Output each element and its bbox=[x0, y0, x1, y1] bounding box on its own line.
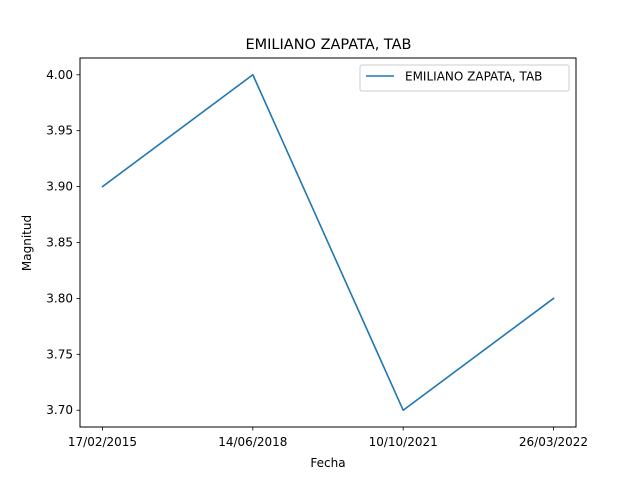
y-tick-label: 3.70 bbox=[46, 403, 73, 417]
y-tick-label: 3.95 bbox=[46, 124, 73, 138]
y-tick-label: 3.80 bbox=[46, 291, 73, 305]
y-tick-label: 3.75 bbox=[46, 347, 73, 361]
legend-box bbox=[359, 64, 570, 92]
plot-area bbox=[101, 73, 555, 412]
y-axis: 3.70 3.75 3.80 3.85 3.90 3.95 4.00 bbox=[46, 68, 80, 417]
y-tick-label: 4.00 bbox=[46, 68, 73, 82]
x-axis-label: Fecha bbox=[310, 456, 345, 470]
x-tick-label: 14/06/2018 bbox=[218, 435, 287, 449]
y-axis-label: Magnitud bbox=[20, 215, 34, 271]
series-line bbox=[101, 73, 555, 412]
x-tick-label: 26/03/2022 bbox=[519, 435, 588, 449]
legend: EMILIANO ZAPATA, TAB bbox=[359, 64, 570, 92]
x-axis: 17/02/2015 14/06/2018 10/10/2021 26/03/2022 bbox=[68, 427, 588, 449]
y-tick-label: 3.90 bbox=[46, 180, 73, 194]
chart-title: EMILIANO ZAPATA, TAB bbox=[245, 37, 411, 53]
x-tick-label: 17/02/2015 bbox=[68, 435, 137, 449]
x-tick-label: 10/10/2021 bbox=[369, 435, 438, 449]
y-tick-label: 3.85 bbox=[46, 236, 73, 250]
legend-label: EMILIANO ZAPATA, TAB bbox=[405, 70, 542, 84]
